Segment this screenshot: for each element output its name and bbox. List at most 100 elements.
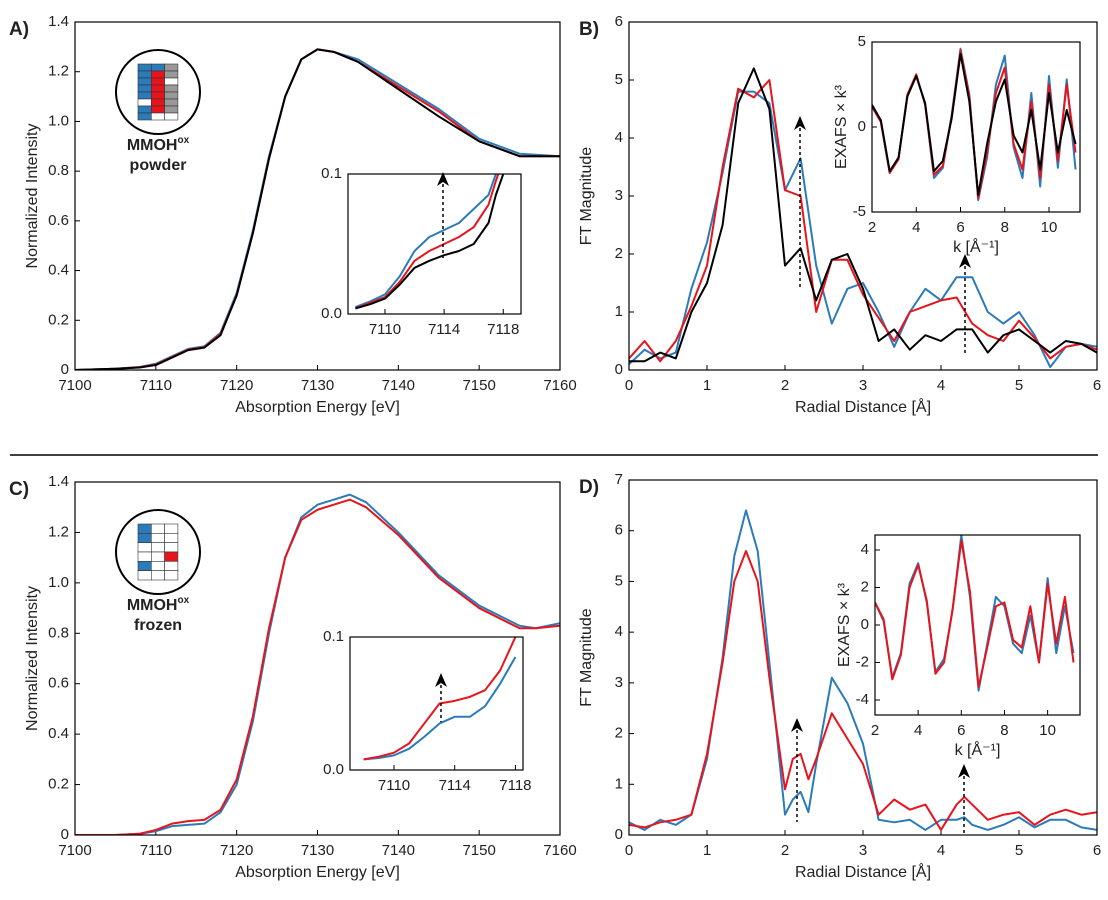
icon-cell <box>164 570 179 581</box>
icon-cell <box>151 112 165 121</box>
plot-lines <box>363 637 517 761</box>
panel-label: B) <box>579 19 599 40</box>
y-tick-label: 0 <box>61 361 69 378</box>
icon-cell <box>164 561 179 571</box>
data-line <box>872 52 1077 196</box>
y-tick-label: 2 <box>861 578 869 595</box>
x-tick-label: 10 <box>1039 722 1056 739</box>
icon-cell <box>137 70 152 79</box>
arrow-head <box>791 718 803 732</box>
y-tick-label: 0 <box>861 616 869 633</box>
x-tick-label: 2 <box>781 842 789 859</box>
x-tick-label: 7110 <box>140 842 172 859</box>
icon-cell <box>137 91 152 100</box>
x-tick-label: 4 <box>914 722 922 739</box>
data-line <box>629 67 1097 363</box>
icon-cell <box>164 542 179 553</box>
x-tick-label: 7100 <box>58 377 91 394</box>
annotation-superscript: ox <box>177 595 189 606</box>
y-tick-label: 3 <box>615 674 623 691</box>
x-tick-label: 4 <box>937 377 945 394</box>
inset: 2 4 6 8 10 -4 -2 0 2 4 k [Å⁻¹] EXAFS × k³ <box>836 534 1081 759</box>
icon-cell <box>151 551 165 562</box>
plot-frame <box>871 41 1081 213</box>
y-tick-label: 0 <box>61 826 69 843</box>
x-tick-label: 7100 <box>58 842 91 859</box>
icon-cell <box>164 70 179 79</box>
plot-frame <box>628 21 1098 371</box>
y-tick-label: 0.6 <box>48 212 69 229</box>
data-line <box>363 656 517 761</box>
arrow-head <box>959 254 971 268</box>
x-tick-label: 7110 <box>369 321 401 338</box>
x-tick-label: 6 <box>956 219 964 236</box>
y-tick-label: 1.0 <box>48 112 69 129</box>
x-tick-label: 1 <box>703 377 711 394</box>
y-tick-label: 0.4 <box>48 725 69 742</box>
y-tick-label: 0.0 <box>323 761 344 778</box>
x-tick-label: 2 <box>868 219 876 236</box>
inset: 7110 7114 7118 0.0 0.1 <box>321 165 522 338</box>
icon-cell <box>151 63 165 72</box>
plot-background <box>348 174 521 314</box>
x-axis-label: k [Å⁻¹] <box>955 740 1001 759</box>
inset: 2 4 6 8 10 -5 0 5 k [Å⁻¹] EXAFS × k³ <box>833 33 1081 256</box>
icon-cell <box>164 533 179 543</box>
icon-cell <box>164 112 179 121</box>
x-tick-label: 7110 <box>140 377 172 394</box>
x-tick-label: 3 <box>859 377 867 394</box>
y-tick-label: 1.2 <box>48 523 69 540</box>
icon-cell <box>151 561 165 571</box>
plot-lines <box>629 67 1097 369</box>
x-tick-label: 7130 <box>301 377 334 394</box>
icon-cell <box>164 84 179 93</box>
plot-lines <box>355 174 505 310</box>
icon-cell <box>164 551 179 562</box>
x-tick-label: 7120 <box>220 842 253 859</box>
icon-cell <box>137 542 152 553</box>
y-tick-label: 0 <box>858 118 866 135</box>
icon-cell <box>164 91 179 100</box>
y-axis-label: FT Magnitude <box>578 608 595 707</box>
x-tick-label: 7140 <box>382 377 415 394</box>
icon-cell <box>151 84 165 93</box>
plot-frame <box>74 481 561 836</box>
arrow-head <box>435 673 447 687</box>
y-tick-label: 1 <box>615 303 623 320</box>
x-tick-label: 1 <box>703 842 711 859</box>
x-tick-label: 4 <box>937 842 945 859</box>
annotation-state: frozen <box>134 617 182 634</box>
y-tick-label: 1 <box>615 775 623 792</box>
x-tick-label: 7150 <box>462 377 495 394</box>
y-tick-label: 0.4 <box>48 262 69 279</box>
plot-frame <box>628 479 1098 836</box>
inset: 7110 7114 7118 0.0 0.1 <box>323 628 531 794</box>
icon-cell <box>164 523 179 534</box>
arrow-head <box>958 764 970 778</box>
plot-lines <box>875 535 1075 692</box>
y-tick-label: 0.8 <box>48 624 69 641</box>
y-tick-label: 4 <box>615 623 623 640</box>
x-tick-label: 7120 <box>220 377 253 394</box>
icon-cell <box>137 533 152 543</box>
x-tick-label: 2 <box>781 377 789 394</box>
data-line <box>363 637 517 761</box>
icon-cell <box>151 98 165 107</box>
x-tick-label: 6 <box>1093 842 1101 859</box>
x-tick-label: 7140 <box>382 842 415 859</box>
icon-cell <box>137 551 152 562</box>
y-tick-label: 1.4 <box>48 473 69 490</box>
x-axis-label: Absorption Energy [eV] <box>235 399 400 416</box>
icon-cell <box>151 570 165 581</box>
plot-frame <box>349 636 524 771</box>
icon-cell <box>137 112 152 121</box>
x-tick-label: 5 <box>1015 842 1023 859</box>
plot-background <box>350 637 523 770</box>
y-tick-label: 0.8 <box>48 162 69 179</box>
x-tick-label: 4 <box>912 219 920 236</box>
panel-label: A) <box>9 19 29 40</box>
arrow-head <box>437 172 449 186</box>
x-tick-label: 7114 <box>428 321 460 338</box>
